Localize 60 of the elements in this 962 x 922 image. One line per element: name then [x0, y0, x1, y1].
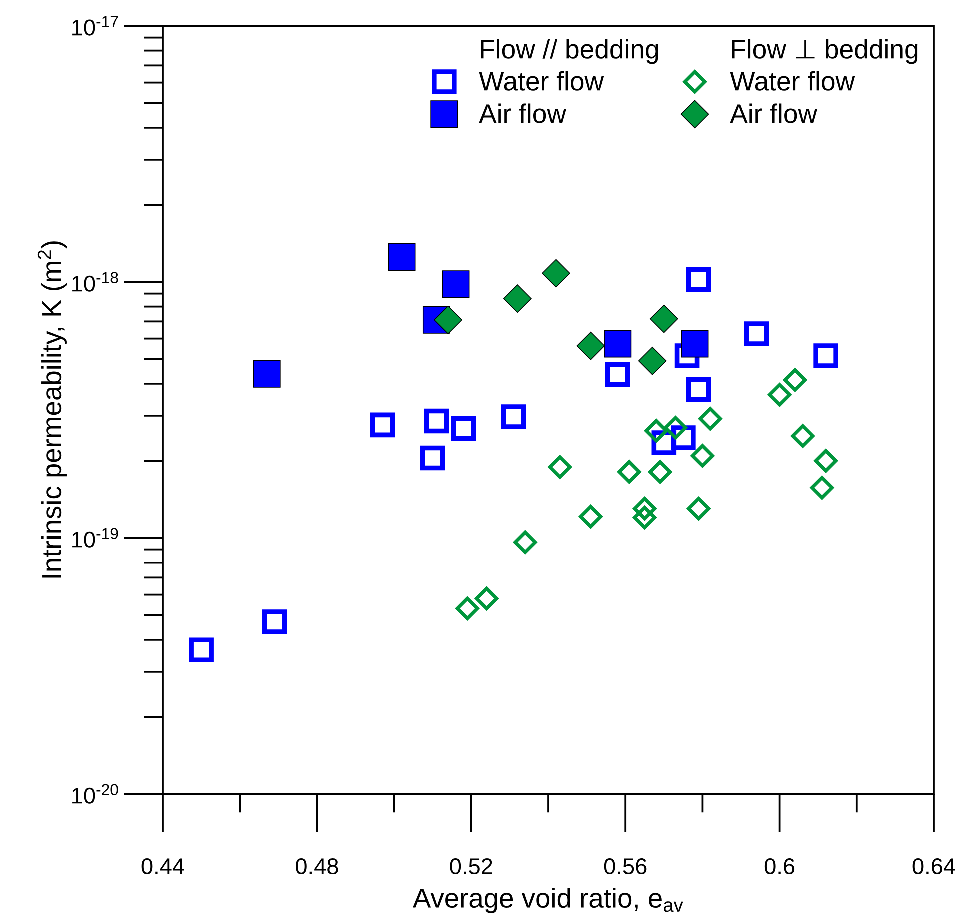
y-tick-label: 10$^{-17}$ — [72, 16, 118, 36]
point — [451, 416, 476, 442]
point — [579, 505, 603, 529]
point — [501, 404, 526, 430]
point — [253, 360, 281, 388]
point — [514, 530, 538, 554]
point — [442, 270, 470, 298]
point — [475, 586, 499, 610]
point — [687, 497, 711, 521]
point — [648, 460, 672, 484]
point — [370, 412, 396, 438]
point — [814, 344, 838, 368]
point — [542, 259, 570, 288]
legend-label: Air flow — [479, 104, 567, 124]
point — [633, 497, 657, 521]
point — [548, 456, 572, 480]
point — [686, 378, 712, 402]
point — [698, 407, 722, 431]
point — [606, 362, 630, 388]
point — [644, 419, 668, 443]
y-tick-label: 10$^{-18}$ — [72, 272, 118, 292]
point — [424, 408, 450, 434]
point — [504, 284, 532, 313]
legend-label: Water flow — [479, 71, 604, 91]
point — [576, 332, 606, 360]
x-tick-label: 0.44 — [142, 858, 184, 875]
point — [456, 596, 480, 620]
x-tick-label: 0.6 — [764, 858, 795, 875]
point — [690, 444, 714, 468]
y-axis-title: Intrinsic permeability, K (m$^{2}$) — [38, 242, 67, 578]
point — [618, 460, 642, 484]
y-tick-label: 10$^{-20}$ — [72, 784, 118, 804]
point — [638, 346, 667, 376]
point — [262, 610, 288, 634]
point — [686, 267, 712, 292]
annotation: Flow ⊥ bedding — [732, 39, 918, 64]
x-tick-label: 0.52 — [450, 858, 492, 875]
point — [791, 424, 815, 448]
point — [810, 476, 834, 500]
point — [189, 638, 214, 663]
point — [434, 306, 462, 334]
x-tick-label: 0.48 — [296, 858, 338, 875]
legend-label: Water flow — [730, 71, 856, 91]
x-axis-title: Average void ratio, e$_{av}$ — [413, 888, 684, 914]
legend-label: Air flow — [730, 104, 818, 124]
point — [633, 506, 657, 530]
point — [420, 446, 446, 471]
x-tick-label: 0.64 — [912, 858, 956, 875]
point — [783, 368, 807, 392]
point — [814, 449, 838, 473]
point — [744, 322, 770, 346]
point — [388, 244, 416, 271]
point — [768, 383, 792, 407]
annotation: Flow // bedding — [481, 39, 658, 64]
point — [681, 330, 709, 358]
point — [650, 304, 678, 334]
point — [604, 330, 632, 358]
x-tick-label: 0.56 — [604, 858, 647, 875]
y-tick-label: 10$^{-19}$ — [72, 528, 118, 548]
point — [664, 416, 688, 440]
